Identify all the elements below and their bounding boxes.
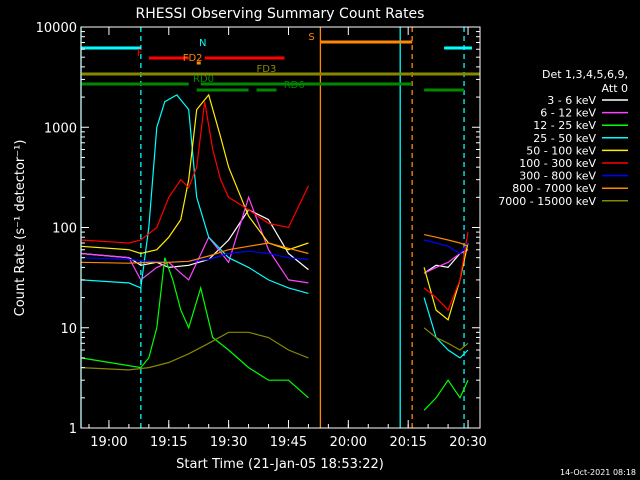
legend-label-800-7000-kev: 800 - 7000 keV xyxy=(512,182,596,195)
series-line-3-6-kev xyxy=(80,209,469,274)
legend-label-300-800-kev: 300 - 800 keV xyxy=(519,170,596,183)
legend-header-line-2: Att 0 xyxy=(602,82,628,95)
flag-label-n: N xyxy=(199,38,206,49)
x-tick-label-19-45: 19:45 xyxy=(270,435,307,450)
x-tick-label-20-30: 20:30 xyxy=(449,435,486,450)
x-tick-label-20-00: 20:00 xyxy=(330,435,367,450)
flag-label-f: F xyxy=(137,48,143,59)
x-tick-label-19-00: 19:00 xyxy=(90,435,127,450)
y-tick-label-10: 10 xyxy=(60,322,77,337)
legend-label-100-300-kev: 100 - 300 keV xyxy=(519,157,596,170)
series-line-100-300-kev xyxy=(80,101,469,312)
flag-label-s: S xyxy=(308,32,314,43)
y-tick-label-1: 1 xyxy=(69,422,77,437)
x-axis-label: Start Time (21-Jan-05 18:53:22) xyxy=(176,457,384,472)
series-line-300-800-kev xyxy=(80,239,469,263)
legend-label-3-6-kev: 3 - 6 keV xyxy=(547,94,596,107)
timestamp: 14-Oct-2021 08:18 xyxy=(560,468,636,477)
flag-label-fd3: FD3 xyxy=(257,64,277,75)
series-line-800-7000-kev xyxy=(80,234,469,264)
legend-label-6-12-kev: 6 - 12 keV xyxy=(540,107,596,120)
flag-label-fd2: FD2 xyxy=(183,53,203,64)
x-tick-label-20-15: 20:15 xyxy=(389,435,426,450)
y-tick-label-1000: 1000 xyxy=(44,121,77,136)
legend-header-line-1: Det 1,3,4,5,6,9, xyxy=(542,68,628,81)
series-line-25-50-kev xyxy=(80,94,469,359)
flag-label-rd6: RD6 xyxy=(284,80,305,91)
legend-label-25-50-kev: 25 - 50 keV xyxy=(533,132,596,145)
y-axis-label: Count Rate (s⁻¹ detector⁻¹) xyxy=(13,140,28,317)
x-tick-label-19-30: 19:30 xyxy=(210,435,247,450)
x-tick-label-19-15: 19:15 xyxy=(150,435,187,450)
flag-label-rd0: RD0 xyxy=(193,74,214,85)
series-line-12-25-kev xyxy=(80,257,469,411)
y-tick-label-10000: 10000 xyxy=(36,21,77,36)
y-tick-label-100: 100 xyxy=(52,222,77,237)
legend-label-50-100-kev: 50 - 100 keV xyxy=(526,144,596,157)
chart-title: RHESSI Observing Summary Count Rates xyxy=(136,6,425,22)
series-line-6-12-kev xyxy=(80,195,469,284)
series-line-7000-15000-kev xyxy=(80,327,469,371)
series-line-50-100-kev xyxy=(80,93,469,321)
legend-label-12-25-kev: 12 - 25 keV xyxy=(533,119,596,132)
legend-label-7000-15000-kev: 7000 - 15000 keV xyxy=(498,195,596,208)
